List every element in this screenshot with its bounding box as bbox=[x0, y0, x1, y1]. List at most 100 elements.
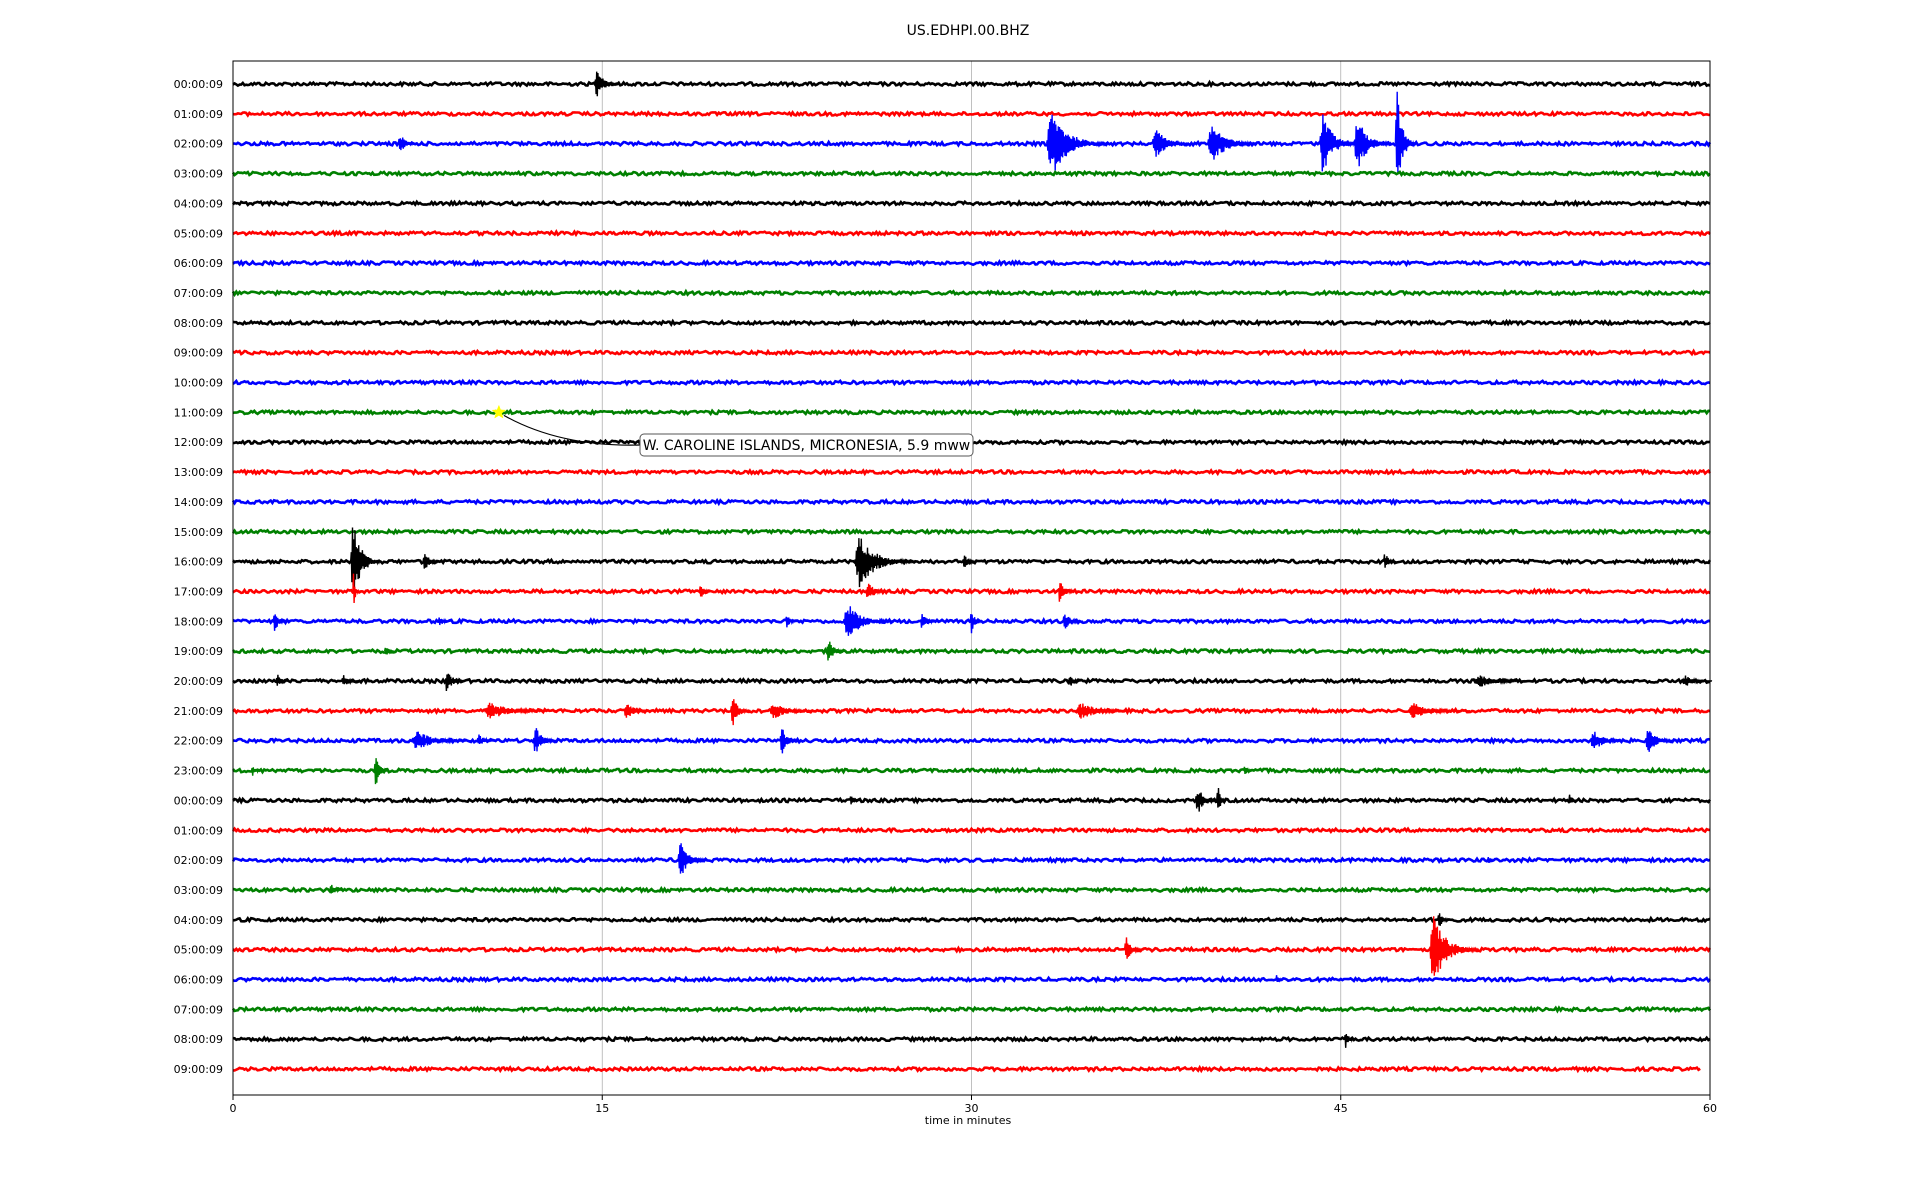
row-time-label: 02:00:09 bbox=[174, 138, 223, 151]
event-burst-row-23-1 bbox=[373, 758, 390, 785]
event-burst-row-16-2 bbox=[853, 538, 917, 588]
event-burst-row-22-5 bbox=[1644, 730, 1676, 752]
event-burst-row-18-4 bbox=[919, 614, 941, 628]
row-time-label: 22:00:09 bbox=[174, 735, 223, 748]
event-burst-row-22-4 bbox=[1589, 731, 1628, 749]
event-burst-row-2-6 bbox=[1394, 91, 1416, 174]
row-time-label: 03:00:09 bbox=[174, 884, 223, 897]
trace-row-27 bbox=[232, 885, 1711, 895]
row-time-label: 11:00:09 bbox=[174, 406, 223, 419]
event-burst-row-2-2 bbox=[1151, 130, 1190, 157]
event-burst-row-22-3 bbox=[779, 729, 801, 754]
trace-row-28 bbox=[232, 915, 1711, 924]
event-burst-row-20-2 bbox=[444, 673, 466, 692]
row-time-label: 09:00:09 bbox=[174, 347, 223, 360]
row-time-label: 07:00:09 bbox=[174, 287, 223, 300]
event-burst-row-16-4 bbox=[1383, 554, 1397, 568]
event-burst-row-17-2 bbox=[864, 583, 891, 598]
row-time-label: 05:00:09 bbox=[174, 227, 223, 240]
event-burst-row-21-3 bbox=[769, 705, 820, 718]
row-time-label: 18:00:09 bbox=[174, 615, 223, 628]
trace-row-5 bbox=[232, 229, 1711, 238]
event-burst-row-19-0 bbox=[383, 647, 395, 655]
event-burst-row-16-0 bbox=[350, 527, 381, 589]
event-burst-row-32-0 bbox=[1343, 1033, 1358, 1048]
row-time-label: 00:00:09 bbox=[174, 78, 223, 91]
row-time-label: 19:00:09 bbox=[174, 645, 223, 658]
row-time-label: 00:00:09 bbox=[174, 794, 223, 807]
row-time-label: 01:00:09 bbox=[174, 108, 223, 121]
event-burst-row-20-4 bbox=[1474, 675, 1537, 687]
trace-row-30 bbox=[232, 975, 1711, 984]
event-burst-row-21-2 bbox=[730, 699, 751, 726]
event-burst-row-2-4 bbox=[1319, 114, 1358, 172]
traces bbox=[231, 71, 1713, 1074]
trace-row-9 bbox=[232, 348, 1711, 357]
row-time-label: 16:00:09 bbox=[174, 556, 223, 569]
event-burst-row-18-0 bbox=[272, 614, 289, 631]
trace-row-8 bbox=[232, 318, 1711, 327]
event-burst-row-24-0 bbox=[849, 796, 860, 805]
event-burst-row-29-1 bbox=[1428, 916, 1480, 976]
trace-row-15 bbox=[231, 527, 1712, 536]
event-burst-row-21-0 bbox=[483, 702, 559, 719]
event-burst-row-19-1 bbox=[826, 641, 847, 661]
x-tick-label: 45 bbox=[1334, 1102, 1348, 1115]
event-annotation: W. CAROLINE ISLANDS, MICRONESIA, 5.9 mww bbox=[491, 404, 974, 457]
event-burst-row-18-6 bbox=[1062, 614, 1084, 629]
trace-row-31 bbox=[231, 1005, 1712, 1014]
row-time-label: 06:00:09 bbox=[174, 257, 223, 270]
event-burst-row-26-1 bbox=[1487, 856, 1496, 864]
trace-row-23 bbox=[232, 766, 1711, 775]
row-time-label: 10:00:09 bbox=[174, 377, 223, 390]
event-burst-row-27-0 bbox=[329, 884, 345, 894]
event-burst-row-2-1 bbox=[1045, 114, 1109, 171]
trace-row-20 bbox=[232, 676, 1711, 686]
event-burst-row-18-5 bbox=[969, 613, 984, 634]
x-tick-label: 30 bbox=[965, 1102, 979, 1115]
event-burst-row-2-3 bbox=[1207, 126, 1258, 160]
event-burst-row-16-1 bbox=[422, 554, 444, 569]
row-time-label: 09:00:09 bbox=[174, 1063, 223, 1076]
event-burst-row-28-0 bbox=[1437, 913, 1453, 926]
event-burst-row-17-0 bbox=[352, 573, 361, 604]
event-burst-row-23-2 bbox=[1243, 766, 1254, 774]
row-time-label: 23:00:09 bbox=[174, 765, 223, 778]
trace-row-2 bbox=[233, 139, 1712, 148]
trace-row-4 bbox=[232, 199, 1711, 208]
trace-row-29 bbox=[232, 945, 1712, 954]
row-time-label: 17:00:09 bbox=[174, 585, 223, 598]
gridlines bbox=[601, 61, 1342, 1095]
event-burst-row-17-3 bbox=[1057, 583, 1079, 602]
trace-row-19 bbox=[231, 646, 1711, 656]
trace-row-6 bbox=[232, 258, 1711, 268]
row-time-label: 02:00:09 bbox=[174, 854, 223, 867]
row-time-label: 13:00:09 bbox=[174, 466, 223, 479]
event-burst-row-21-1 bbox=[623, 704, 654, 718]
x-tick-label: 15 bbox=[595, 1102, 609, 1115]
row-time-label: 15:00:09 bbox=[174, 526, 223, 539]
trace-row-26 bbox=[231, 856, 1711, 865]
chart-title: US.EDHPI.00.BHZ bbox=[907, 23, 1030, 39]
row-time-label: 01:00:09 bbox=[174, 824, 223, 837]
trace-row-1 bbox=[232, 109, 1711, 118]
row-labels: 00:00:09 01:00:09 02:00:09 03:00:09 04:00:09… bbox=[174, 78, 223, 1076]
row-time-label: 04:00:09 bbox=[174, 197, 223, 210]
row-time-label: 08:00:09 bbox=[174, 317, 223, 330]
event-burst-row-18-2 bbox=[784, 616, 799, 628]
event-star-marker bbox=[491, 404, 507, 419]
event-burst-row-21-4 bbox=[1075, 703, 1138, 719]
event-burst-row-22-2 bbox=[532, 728, 559, 752]
trace-row-0 bbox=[232, 79, 1711, 89]
trace-row-17 bbox=[232, 587, 1711, 596]
trace-row-11 bbox=[232, 408, 1711, 417]
row-time-label: 14:00:09 bbox=[174, 496, 223, 509]
x-tick-label: 60 bbox=[1703, 1102, 1717, 1115]
event-burst-row-20-0 bbox=[275, 674, 289, 686]
annotation-box bbox=[639, 433, 974, 457]
trace-row-25 bbox=[231, 826, 1711, 835]
event-burst-row-22-1 bbox=[476, 734, 498, 745]
row-time-label: 08:00:09 bbox=[174, 1033, 223, 1046]
x-axis-ticks: 0 15 30 45 60 bbox=[230, 1095, 1717, 1115]
